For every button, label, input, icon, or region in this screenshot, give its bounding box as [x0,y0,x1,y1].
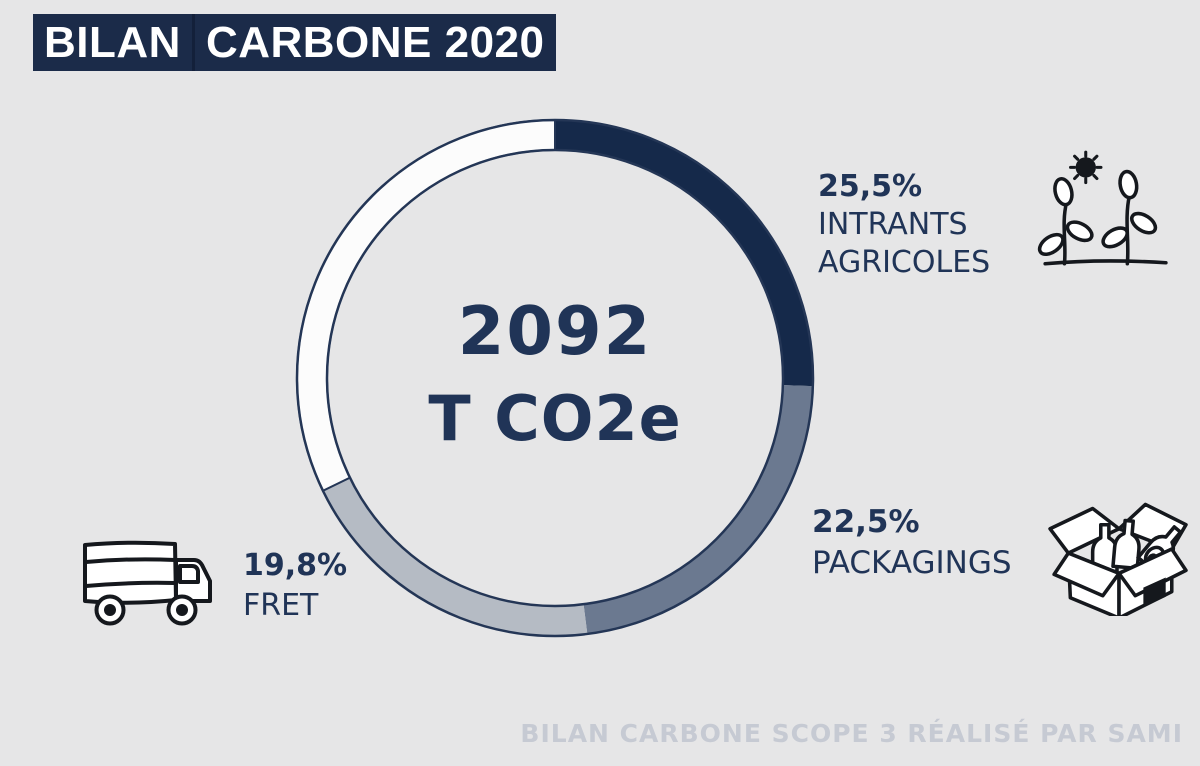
packagings-label: PACKAGINGS [812,545,1012,581]
total-emissions-value: 2092 [457,292,653,370]
donut-chart [295,118,815,638]
title-bar: BILAN CARBONE 2020 [33,14,556,71]
intrants-agricoles-pct: 25,5% [818,169,923,204]
callout-packagings: 22,5% PACKAGINGS [812,502,1012,584]
intrants-agricoles-label-line2: AGRICOLES [818,245,991,280]
title-carbone-2020: CARBONE 2020 [194,14,556,71]
title-bilan: BILAN [33,14,192,71]
fret-label: FRET [243,588,319,623]
callout-intrants-agricoles: 25,5% INTRANTS AGRICOLES [818,168,990,282]
donut-center-label: 2092 T CO2e [355,288,755,462]
box-bottles-icon [1048,502,1188,616]
footer-credit: BILAN CARBONE SCOPE 3 RÉALISÉ PAR SAMI [520,719,1183,748]
packagings-pct: 22,5% [812,504,920,540]
callout-fret: 19,8% FRET [243,546,347,626]
intrants-agricoles-label-line1: INTRANTS [818,207,968,242]
fret-pct: 19,8% [243,548,348,583]
title-divider [191,14,195,71]
truck-icon [83,540,212,626]
plants-sun-icon [1037,150,1168,266]
total-emissions-unit: T CO2e [428,382,682,455]
